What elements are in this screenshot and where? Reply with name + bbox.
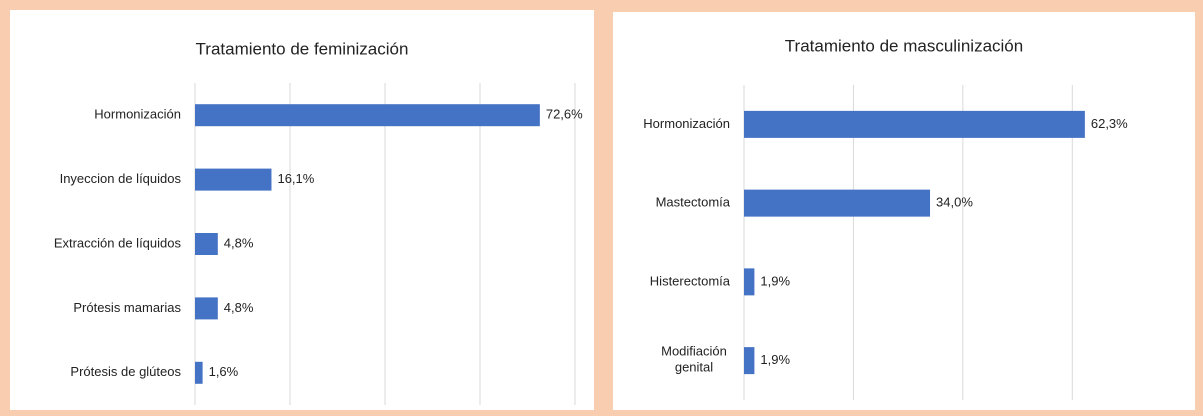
category-label: Histerectomía [650, 273, 731, 288]
data-label: 1,6% [209, 364, 239, 379]
bar [195, 168, 272, 191]
bar [195, 104, 540, 127]
category-label: Mastectomía [656, 195, 731, 210]
data-label: 16,1% [277, 171, 314, 186]
data-label: 4,8% [224, 235, 254, 250]
category-label: Extracción de líquidos [54, 235, 182, 250]
bar [744, 347, 755, 375]
data-label: 72,6% [546, 107, 583, 122]
category-label: Prótesis mamarias [73, 300, 181, 315]
chart-title: Tratamiento de masculinización [785, 36, 1023, 55]
data-label: 4,8% [224, 300, 254, 315]
data-label: 34,0% [936, 195, 973, 210]
bar [744, 189, 931, 217]
chart-title: Tratamiento de feminización [196, 39, 409, 58]
bar [195, 361, 203, 384]
category-label: Modifiación genital [661, 344, 727, 375]
data-label: 62,3% [1091, 116, 1128, 131]
bar [195, 297, 218, 320]
data-label: 1,9% [760, 273, 790, 288]
category-label: Hormonización [94, 107, 181, 122]
bar [744, 268, 755, 296]
category-label: Inyeccion de líquidos [60, 171, 182, 186]
panel [10, 10, 594, 410]
category-label: Prótesis de glúteos [70, 364, 181, 379]
bar [195, 233, 218, 255]
bar [744, 110, 1085, 138]
category-label: Hormonización [643, 116, 730, 131]
data-label: 1,9% [760, 352, 790, 367]
